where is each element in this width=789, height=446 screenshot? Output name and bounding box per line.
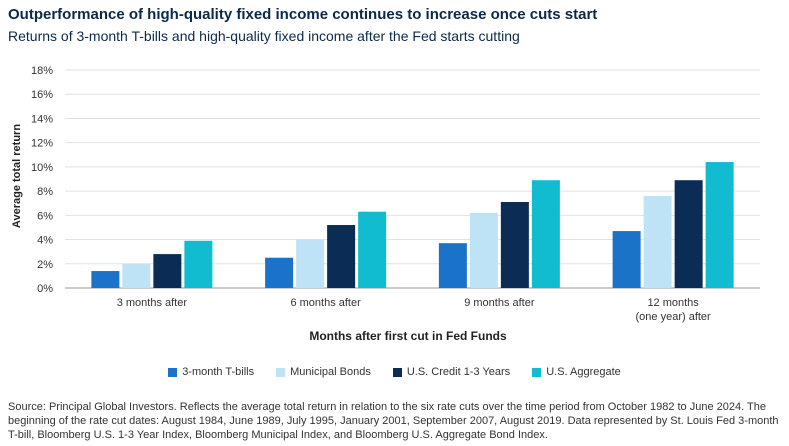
bar: [265, 257, 294, 288]
chart-subtitle: Returns of 3-month T-bills and high-qual…: [8, 28, 520, 44]
y-tick-label: 10%: [31, 162, 53, 174]
legend-label: Municipal Bonds: [290, 366, 371, 378]
bar: [643, 195, 672, 288]
x-axis-ticks: 3 months after 6 months after 9 months aft…: [117, 297, 711, 323]
x-tick-label: (one year) after: [636, 311, 712, 323]
legend-swatch: [392, 367, 402, 377]
legend-item: U.S. Credit 1-3 Years: [392, 366, 511, 378]
bars: [91, 162, 734, 288]
bar: [674, 180, 703, 288]
legend-swatch: [168, 367, 178, 377]
y-tick-label: 4%: [37, 235, 53, 247]
bar: [469, 212, 498, 288]
bar: [500, 202, 529, 288]
bar: [153, 254, 182, 288]
legend-item: 3-month T-bills: [168, 366, 254, 378]
source-note: Source: Principal Global Investors. Refl…: [8, 401, 779, 441]
x-tick-label: 12 months: [647, 297, 699, 309]
y-tick-label: 6%: [37, 210, 53, 222]
y-axis-label: Average total return: [11, 124, 23, 228]
bar: [91, 271, 120, 288]
legend-item: Municipal Bonds: [276, 366, 371, 378]
x-tick-label: 6 months after: [290, 297, 361, 309]
y-tick-label: 2%: [37, 259, 53, 271]
bar: [531, 180, 560, 288]
bar-chart: 0% 2% 4% 6% 8% 10% 12% 14% 16% 18% 3 months after…: [11, 65, 760, 343]
bar: [184, 240, 213, 288]
bar: [122, 263, 151, 288]
y-tick-label: 16%: [31, 89, 53, 101]
bar: [327, 225, 356, 288]
legend: 3-month T-bills Municipal Bonds U.S. Credi…: [0, 366, 789, 378]
bar: [438, 243, 467, 288]
y-tick-label: 18%: [31, 65, 53, 77]
chart-title: Outperformance of high-quality fixed inc…: [8, 6, 598, 23]
legend-label: U.S. Credit 1-3 Years: [406, 366, 511, 378]
legend-swatch: [532, 367, 542, 377]
x-tick-label: 3 months after: [117, 297, 188, 309]
legend-label: U.S. Aggregate: [546, 366, 621, 378]
y-tick-label: 12%: [31, 138, 53, 150]
y-axis-ticks: 0% 2% 4% 6% 8% 10% 12% 14% 16% 18%: [31, 65, 53, 295]
bar: [705, 162, 734, 288]
y-tick-label: 0%: [37, 283, 53, 295]
bar: [296, 239, 325, 288]
bar: [612, 231, 641, 288]
x-axis-label: Months after first cut in Fed Funds: [309, 329, 507, 343]
legend-item: U.S. Aggregate: [532, 366, 621, 378]
x-tick-label: 9 months after: [464, 297, 535, 309]
y-tick-label: 8%: [37, 186, 53, 198]
y-tick-label: 14%: [31, 113, 53, 125]
legend-label: 3-month T-bills: [182, 366, 255, 378]
legend-swatch: [276, 367, 286, 377]
bar: [358, 211, 387, 288]
